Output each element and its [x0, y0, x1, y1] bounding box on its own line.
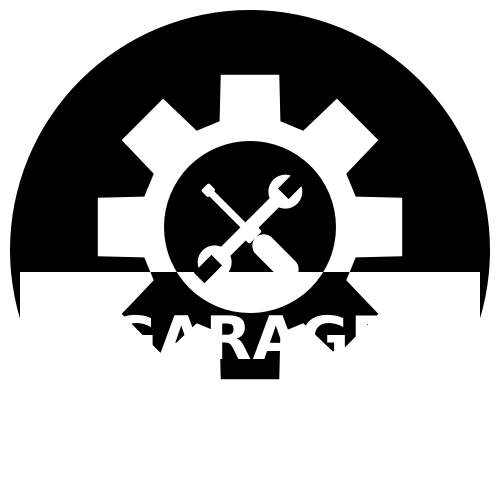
logo-graphic — [10, 10, 490, 490]
garage-logo-badge: GARAGE MANAGEMENT SYSTEM — [10, 10, 490, 490]
logo-title: GARAGE — [107, 304, 393, 374]
screwdriver-icon — [201, 183, 299, 281]
logo-subtitle: MANAGEMENT SYSTEM — [150, 389, 350, 407]
wrench-icon — [193, 170, 307, 284]
gear-icon — [20, 74, 480, 490]
